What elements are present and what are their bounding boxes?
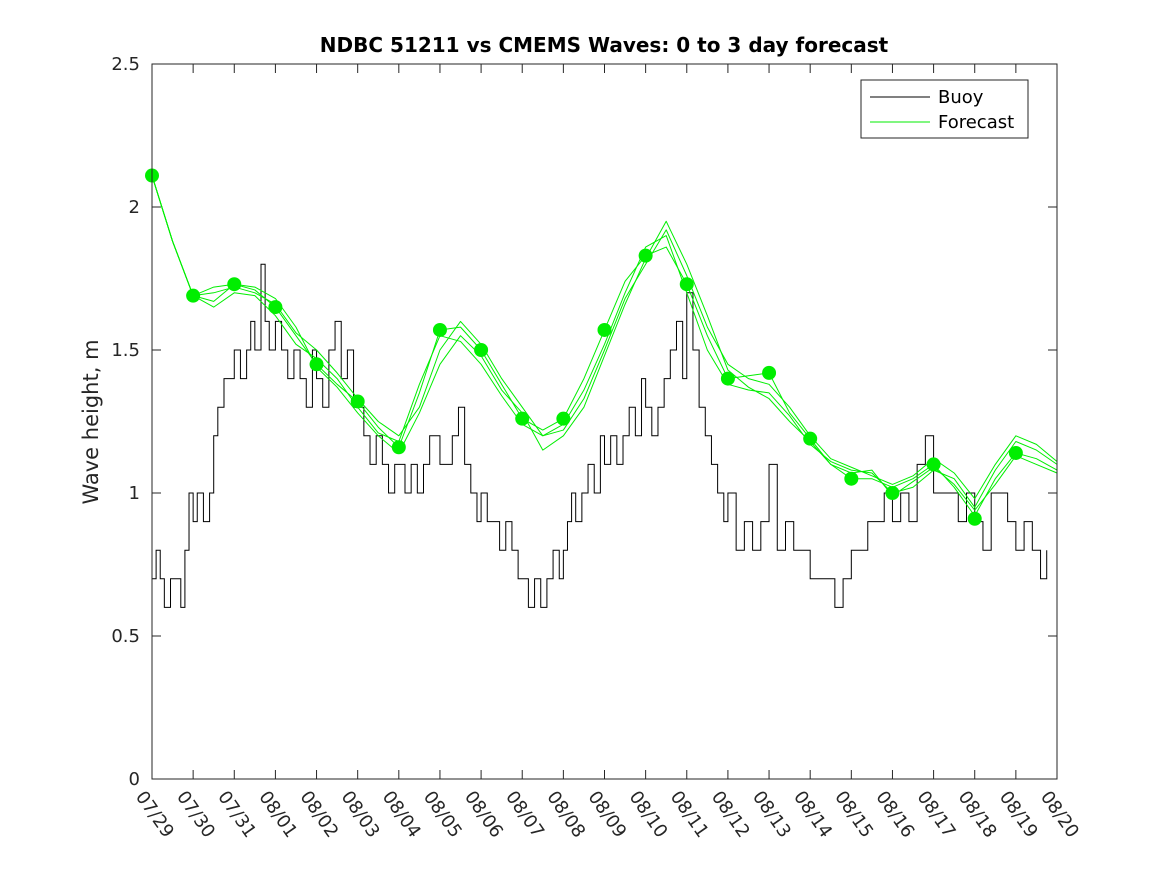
legend-buoy-label: Buoy — [938, 87, 984, 108]
forecast-marker — [474, 343, 489, 357]
forecast-marker — [432, 322, 447, 337]
y-tick-label: 1 — [129, 483, 140, 504]
forecast-marker — [186, 288, 201, 303]
forecast-marker — [803, 431, 818, 446]
x-tick-label: 08/01 — [254, 787, 301, 842]
forecast-series — [151, 175, 1058, 517]
forecast-marker — [967, 511, 982, 526]
x-tick-label: 08/13 — [748, 787, 795, 842]
x-tick-label: 08/15 — [830, 787, 877, 842]
forecast-marker — [391, 440, 406, 455]
legend-forecast-label: Forecast — [938, 112, 1014, 133]
forecast-line — [151, 175, 1058, 500]
x-tick-label: 08/07 — [501, 787, 548, 842]
forecast-marker — [556, 411, 571, 426]
y-axis-label: Wave height, m — [79, 339, 103, 504]
x-tick-label: 08/05 — [419, 787, 466, 842]
buoy-line — [152, 263, 1048, 608]
forecast-marker — [350, 394, 365, 409]
x-tick-label: 08/12 — [707, 787, 754, 842]
x-tick-label: 08/18 — [954, 787, 1001, 842]
x-tick-label: 08/03 — [337, 787, 384, 842]
x-tick-label: 08/20 — [1036, 787, 1083, 842]
forecast-marker — [227, 277, 242, 292]
x-tick-label: 08/19 — [995, 787, 1042, 842]
y-tick-label: 1.5 — [111, 340, 140, 361]
x-tick-label: 08/16 — [871, 787, 918, 842]
forecast-marker — [762, 365, 777, 380]
y-tick-label: 0 — [129, 769, 140, 790]
forecast-line — [151, 175, 1058, 508]
plot-area — [152, 64, 1057, 779]
legend: Buoy Forecast — [860, 79, 1029, 139]
y-axis: 0 0.5 1 1.5 2 2.5 — [111, 54, 1057, 790]
x-tick-label: 08/08 — [542, 787, 589, 842]
forecast-marker — [1008, 445, 1023, 460]
x-tick-label: 07/31 — [213, 787, 260, 842]
x-tick-label: 08/14 — [789, 787, 836, 842]
y-tick-label: 2 — [129, 197, 140, 218]
forecast-marker — [679, 277, 694, 292]
forecast-marker — [720, 371, 735, 386]
x-tick-label: 07/29 — [131, 787, 178, 842]
forecast-marker — [926, 457, 941, 472]
forecast-line — [151, 175, 1058, 511]
y-tick-label: 0.5 — [111, 626, 140, 647]
forecast-marker — [844, 471, 859, 486]
forecast-marker — [638, 248, 653, 263]
chart-title: NDBC 51211 vs CMEMS Waves: 0 to 3 day fo… — [320, 33, 889, 57]
x-tick-label: 08/17 — [913, 787, 960, 842]
x-tick-label: 08/10 — [625, 787, 672, 842]
forecast-marker — [268, 300, 283, 315]
y-tick-label: 2.5 — [111, 54, 140, 75]
legend-box — [860, 79, 1029, 139]
x-tick-label: 08/11 — [666, 787, 713, 842]
x-tick-label: 07/30 — [172, 787, 219, 842]
x-tick-label: 08/09 — [583, 787, 630, 842]
x-tick-label: 08/04 — [378, 787, 425, 842]
forecast-marker — [309, 357, 324, 372]
forecast-marker — [597, 322, 612, 337]
forecast-marker — [515, 411, 530, 426]
x-tick-label: 08/02 — [296, 787, 343, 842]
x-tick-label: 08/06 — [460, 787, 507, 842]
buoy-series — [152, 263, 1048, 608]
forecast-marker — [885, 486, 900, 500]
